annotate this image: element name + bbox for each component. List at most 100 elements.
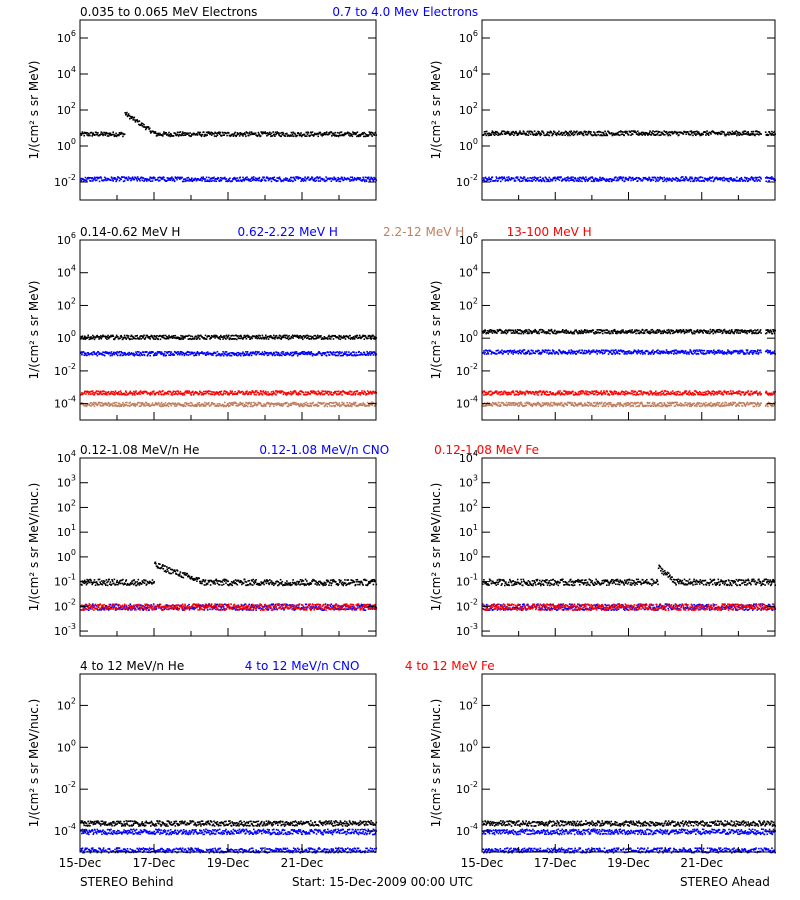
data-point: [145, 178, 148, 181]
data-point: [118, 132, 121, 134]
data-point: [348, 402, 351, 404]
data-point: [677, 177, 679, 180]
data-point: [372, 179, 375, 182]
data-point: [493, 329, 495, 332]
data-point: [604, 331, 607, 334]
data-point: [333, 353, 336, 356]
data-point: [644, 131, 647, 134]
y-tick-label: 10-2: [456, 173, 478, 189]
data-point: [170, 133, 173, 136]
data-point: [523, 330, 526, 332]
data-point: [107, 334, 109, 337]
data-point: [122, 401, 124, 404]
data-point: [98, 401, 101, 404]
data-point: [214, 334, 217, 337]
data-point: [617, 178, 620, 181]
data-point: [110, 390, 113, 393]
data-point: [716, 330, 718, 333]
data-point: [133, 116, 136, 119]
data-point: [715, 330, 717, 333]
data-point: [84, 338, 87, 340]
data-point: [86, 336, 89, 339]
data-point: [93, 352, 96, 354]
data-point: [155, 403, 158, 405]
data-point: [129, 401, 132, 404]
data-point: [197, 334, 199, 337]
data-point: [283, 334, 286, 337]
data-point: [325, 131, 328, 133]
data-point: [175, 405, 178, 407]
data-point: [175, 177, 178, 179]
data-point: [488, 176, 490, 179]
data-point: [254, 179, 256, 181]
data-point: [325, 176, 327, 178]
data-point: [310, 390, 312, 393]
data-point: [230, 402, 233, 405]
data-point: [279, 403, 281, 405]
data-point: [340, 352, 342, 354]
data-point: [135, 352, 138, 355]
data-point: [532, 331, 534, 333]
data-point: [170, 393, 173, 396]
data-point: [157, 176, 159, 179]
data-point: [702, 332, 704, 334]
data-point: [485, 134, 487, 137]
data-point: [582, 132, 584, 135]
data-point: [209, 338, 211, 340]
data-point: [260, 180, 262, 183]
data-point: [89, 180, 91, 182]
data-point: [369, 335, 371, 337]
data-point: [692, 332, 695, 334]
data-point: [154, 354, 157, 356]
data-point: [173, 336, 176, 339]
data-point: [323, 338, 325, 340]
data-point: [235, 404, 237, 407]
data-point: [731, 179, 734, 181]
data-point: [721, 177, 724, 180]
data-point: [315, 336, 318, 338]
data-point: [751, 331, 754, 334]
data-point: [584, 131, 587, 134]
data-point: [132, 119, 134, 121]
data-point: [305, 131, 307, 134]
data-point: [326, 405, 329, 408]
data-point: [236, 177, 239, 179]
data-point: [245, 351, 247, 353]
data-point: [146, 354, 149, 357]
data-point: [208, 393, 210, 395]
data-point: [536, 133, 539, 135]
data-point: [303, 350, 305, 353]
data-point: [270, 335, 272, 337]
data-point: [605, 132, 607, 135]
data-point: [532, 176, 534, 179]
data-point: [540, 133, 543, 136]
data-point: [516, 132, 519, 135]
data-point: [349, 176, 352, 179]
data-point: [522, 179, 524, 182]
data-point: [485, 178, 488, 180]
data-point: [370, 403, 372, 406]
data-point: [329, 405, 331, 407]
data-point: [256, 351, 259, 353]
data-point: [510, 131, 513, 134]
data-point: [103, 354, 106, 357]
data-point: [493, 131, 495, 134]
data-point: [313, 390, 315, 393]
data-point: [560, 132, 562, 135]
data-point: [242, 351, 244, 353]
data-point: [548, 330, 551, 332]
data-point: [363, 351, 366, 354]
data-point: [693, 330, 695, 332]
data-point: [199, 390, 201, 393]
data-point: [566, 131, 569, 134]
data-point: [501, 349, 503, 352]
data-point: [369, 391, 371, 394]
data-point: [563, 178, 566, 180]
data-point: [196, 351, 199, 353]
data-point: [578, 176, 581, 179]
data-point: [249, 338, 252, 340]
data-point: [709, 176, 711, 179]
data-point: [181, 176, 183, 179]
data-point: [598, 179, 600, 182]
data-point: [250, 393, 252, 396]
